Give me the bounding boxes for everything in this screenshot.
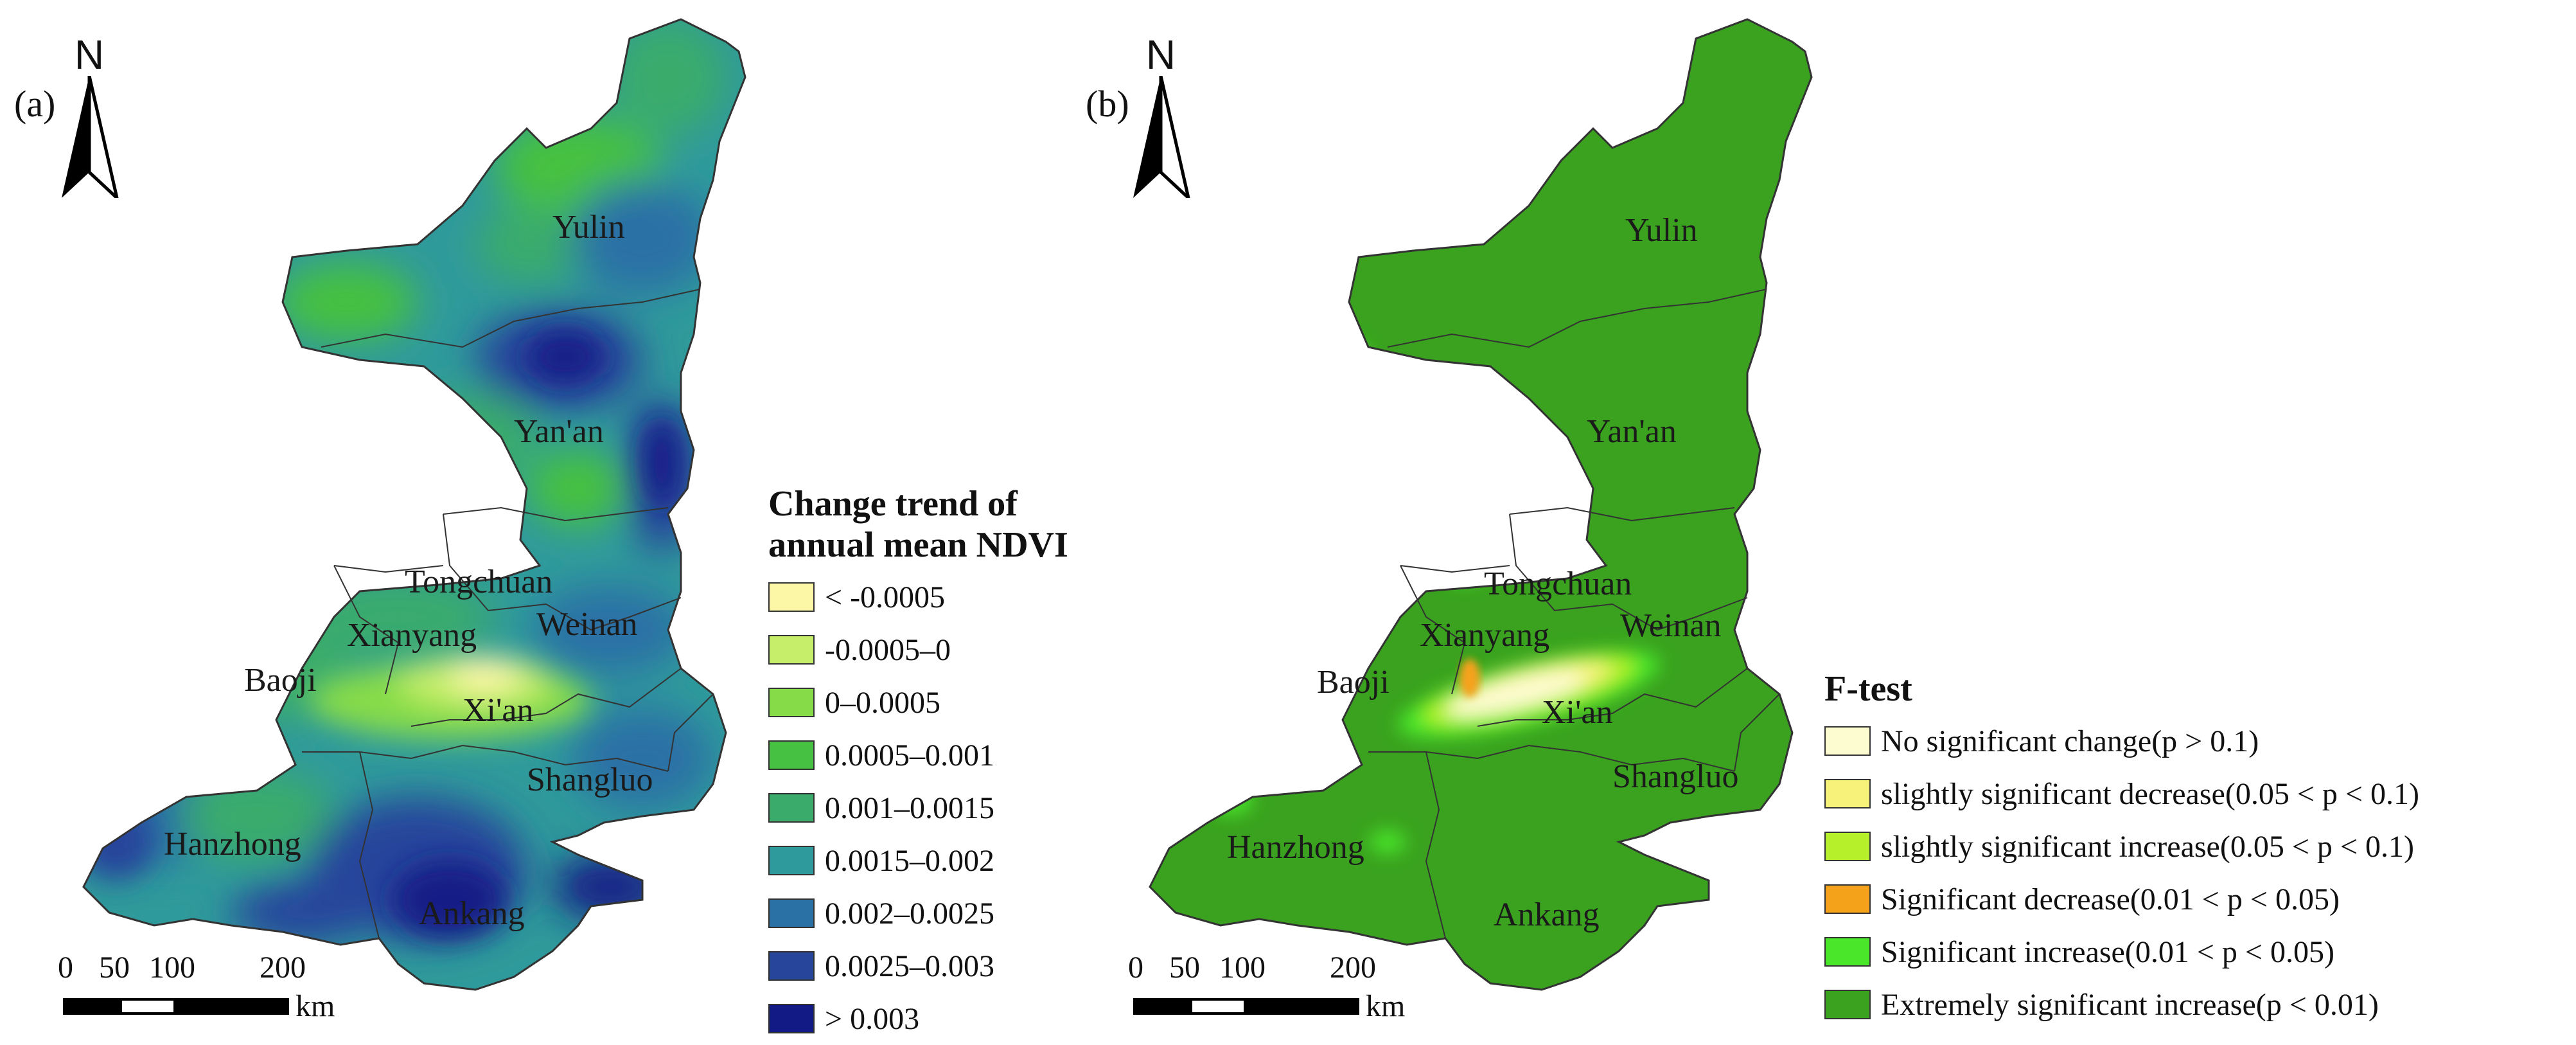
scale-tick: 100 bbox=[149, 951, 195, 985]
legend-title: Change trend of annual mean NDVI bbox=[768, 484, 1068, 565]
legend-swatch bbox=[1824, 884, 1871, 914]
legend-label: slightly significant increase(0.05 < p <… bbox=[1881, 829, 2414, 864]
panel-b-f-test-map: (b) N bbox=[1066, 0, 2576, 1042]
city-label-hanzhong: Hanzhong bbox=[164, 826, 301, 862]
legend-a: Change trend of annual mean NDVI < -0.00… bbox=[768, 483, 1068, 1045]
scale-bar-a: 0 50 100 200 km bbox=[58, 950, 335, 1024]
legend-swatch bbox=[768, 688, 815, 717]
shaanxi-map-b: Yulin Yan'an Tongchuan Xianyang Weinan B… bbox=[1149, 18, 1813, 991]
city-label-baoji: Baoji bbox=[1317, 664, 1389, 701]
legend-label: < -0.0005 bbox=[825, 580, 946, 614]
legend-label: Extremely significant increase(p < 0.01) bbox=[1881, 987, 2379, 1022]
legend-swatch bbox=[1824, 832, 1871, 861]
legend-item: No significant change(p > 0.1) bbox=[1824, 715, 2419, 767]
north-label: N bbox=[74, 31, 105, 78]
city-label-xianyang: Xianyang bbox=[347, 617, 477, 654]
scale-unit: km bbox=[296, 989, 335, 1023]
city-boundaries bbox=[1368, 289, 1780, 939]
legend-item: Significant increase(0.01 < p < 0.05) bbox=[1824, 925, 2419, 978]
legend-item: 0.0005–0.001 bbox=[768, 729, 1068, 782]
legend-swatch bbox=[768, 740, 815, 770]
legend-label: 0–0.0005 bbox=[825, 685, 940, 720]
legend-label: 0.001–0.0015 bbox=[825, 790, 994, 825]
legend-swatch bbox=[768, 635, 815, 665]
city-labels: Yulin Yan'an Tongchuan Xianyang Weinan B… bbox=[164, 209, 653, 932]
panel-a-label: (a) bbox=[14, 83, 56, 125]
scale-unit: km bbox=[1366, 989, 1406, 1023]
legend-swatch bbox=[1824, 779, 1871, 808]
legend-item: 0.001–0.0015 bbox=[768, 782, 1068, 834]
city-label-ankang: Ankang bbox=[419, 895, 525, 932]
scale-tick: 50 bbox=[1169, 951, 1200, 985]
shaanxi-map-a: Yulin Yan'an Tongchuan Xianyang Weinan B… bbox=[82, 18, 746, 991]
legend-label: Significant decrease(0.01 < p < 0.05) bbox=[1881, 882, 2340, 916]
legend-title: F-test bbox=[1824, 669, 1912, 709]
city-label-weinan: Weinan bbox=[1620, 607, 1722, 644]
city-label-ankang: Ankang bbox=[1494, 897, 1600, 933]
scale-tick: 0 bbox=[58, 951, 73, 985]
scale-tick: 50 bbox=[99, 951, 130, 985]
city-label-yanan: Yan'an bbox=[514, 413, 604, 450]
city-label-shangluo: Shangluo bbox=[527, 762, 653, 798]
north-arrow-icon: N bbox=[54, 31, 125, 198]
city-label-weinan: Weinan bbox=[536, 606, 638, 643]
city-labels: Yulin Yan'an Tongchuan Xianyang Weinan B… bbox=[1227, 212, 1738, 933]
legend-label: Significant increase(0.01 < p < 0.05) bbox=[1881, 934, 2334, 969]
legend-label: 0.002–0.0025 bbox=[825, 896, 994, 931]
legend-item: < -0.0005 bbox=[768, 571, 1068, 623]
legend-swatch bbox=[1824, 937, 1871, 967]
legend-swatch bbox=[768, 793, 815, 823]
north-label: N bbox=[1145, 31, 1176, 78]
legend-item: -0.0005–0 bbox=[768, 623, 1068, 676]
legend-item: slightly significant increase(0.05 < p <… bbox=[1824, 820, 2419, 873]
legend-item: 0.002–0.0025 bbox=[768, 887, 1068, 940]
legend-swatch bbox=[768, 898, 815, 928]
legend-label: 0.0025–0.003 bbox=[825, 949, 994, 983]
city-label-xian: Xi'an bbox=[1542, 694, 1612, 731]
city-label-yanan: Yan'an bbox=[1587, 413, 1677, 450]
legend-item: slightly significant decrease(0.05 < p <… bbox=[1824, 767, 2419, 820]
city-label-xianyang: Xianyang bbox=[1420, 617, 1549, 654]
legend-label: 0.0005–0.001 bbox=[825, 738, 994, 773]
scale-tick: 100 bbox=[1219, 951, 1266, 985]
scale-tick: 200 bbox=[1330, 951, 1376, 985]
legend-item: > 0.003 bbox=[768, 992, 1068, 1045]
city-label-hanzhong: Hanzhong bbox=[1227, 829, 1364, 866]
city-label-baoji: Baoji bbox=[244, 662, 317, 699]
legend-swatch bbox=[768, 951, 815, 981]
legend-label: No significant change(p > 0.1) bbox=[1881, 724, 2259, 758]
city-label-tongchuan: Tongchuan bbox=[405, 564, 552, 600]
legend-swatch bbox=[768, 1004, 815, 1033]
province-outline bbox=[1149, 18, 1813, 991]
legend-label: > 0.003 bbox=[825, 1001, 920, 1036]
legend-swatch bbox=[768, 582, 815, 612]
legend-label: slightly significant decrease(0.05 < p <… bbox=[1881, 776, 2419, 811]
legend-swatch bbox=[768, 846, 815, 875]
legend-label: 0.0015–0.002 bbox=[825, 843, 994, 878]
legend-item: Significant decrease(0.01 < p < 0.05) bbox=[1824, 873, 2419, 925]
panel-b-label: (b) bbox=[1086, 83, 1129, 125]
city-label-tongchuan: Tongchuan bbox=[1484, 566, 1632, 602]
legend-b: F-test No significant change(p > 0.1) sli… bbox=[1824, 668, 2419, 1031]
city-label-shangluo: Shangluo bbox=[1612, 758, 1738, 795]
legend-item: Extremely significant increase(p < 0.01) bbox=[1824, 978, 2419, 1031]
legend-label: -0.0005–0 bbox=[825, 632, 951, 667]
city-label-yulin: Yulin bbox=[552, 209, 625, 246]
city-label-xian: Xi'an bbox=[463, 692, 533, 729]
scale-bar-b: 0 50 100 200 km bbox=[1128, 950, 1406, 1024]
legend-item: 0.0015–0.002 bbox=[768, 834, 1068, 887]
scale-tick: 200 bbox=[260, 951, 306, 985]
legend-swatch bbox=[1824, 990, 1871, 1019]
province-outline bbox=[82, 18, 746, 991]
north-arrow-icon: N bbox=[1125, 31, 1196, 198]
panel-a-ndvi-trend-map: (a) N bbox=[0, 0, 1285, 1042]
scale-tick: 0 bbox=[1128, 951, 1143, 985]
city-label-yulin: Yulin bbox=[1625, 212, 1698, 249]
city-boundaries bbox=[302, 289, 714, 939]
legend-swatch bbox=[1824, 726, 1871, 756]
legend-item: 0.0025–0.003 bbox=[768, 940, 1068, 992]
legend-item: 0–0.0005 bbox=[768, 676, 1068, 729]
